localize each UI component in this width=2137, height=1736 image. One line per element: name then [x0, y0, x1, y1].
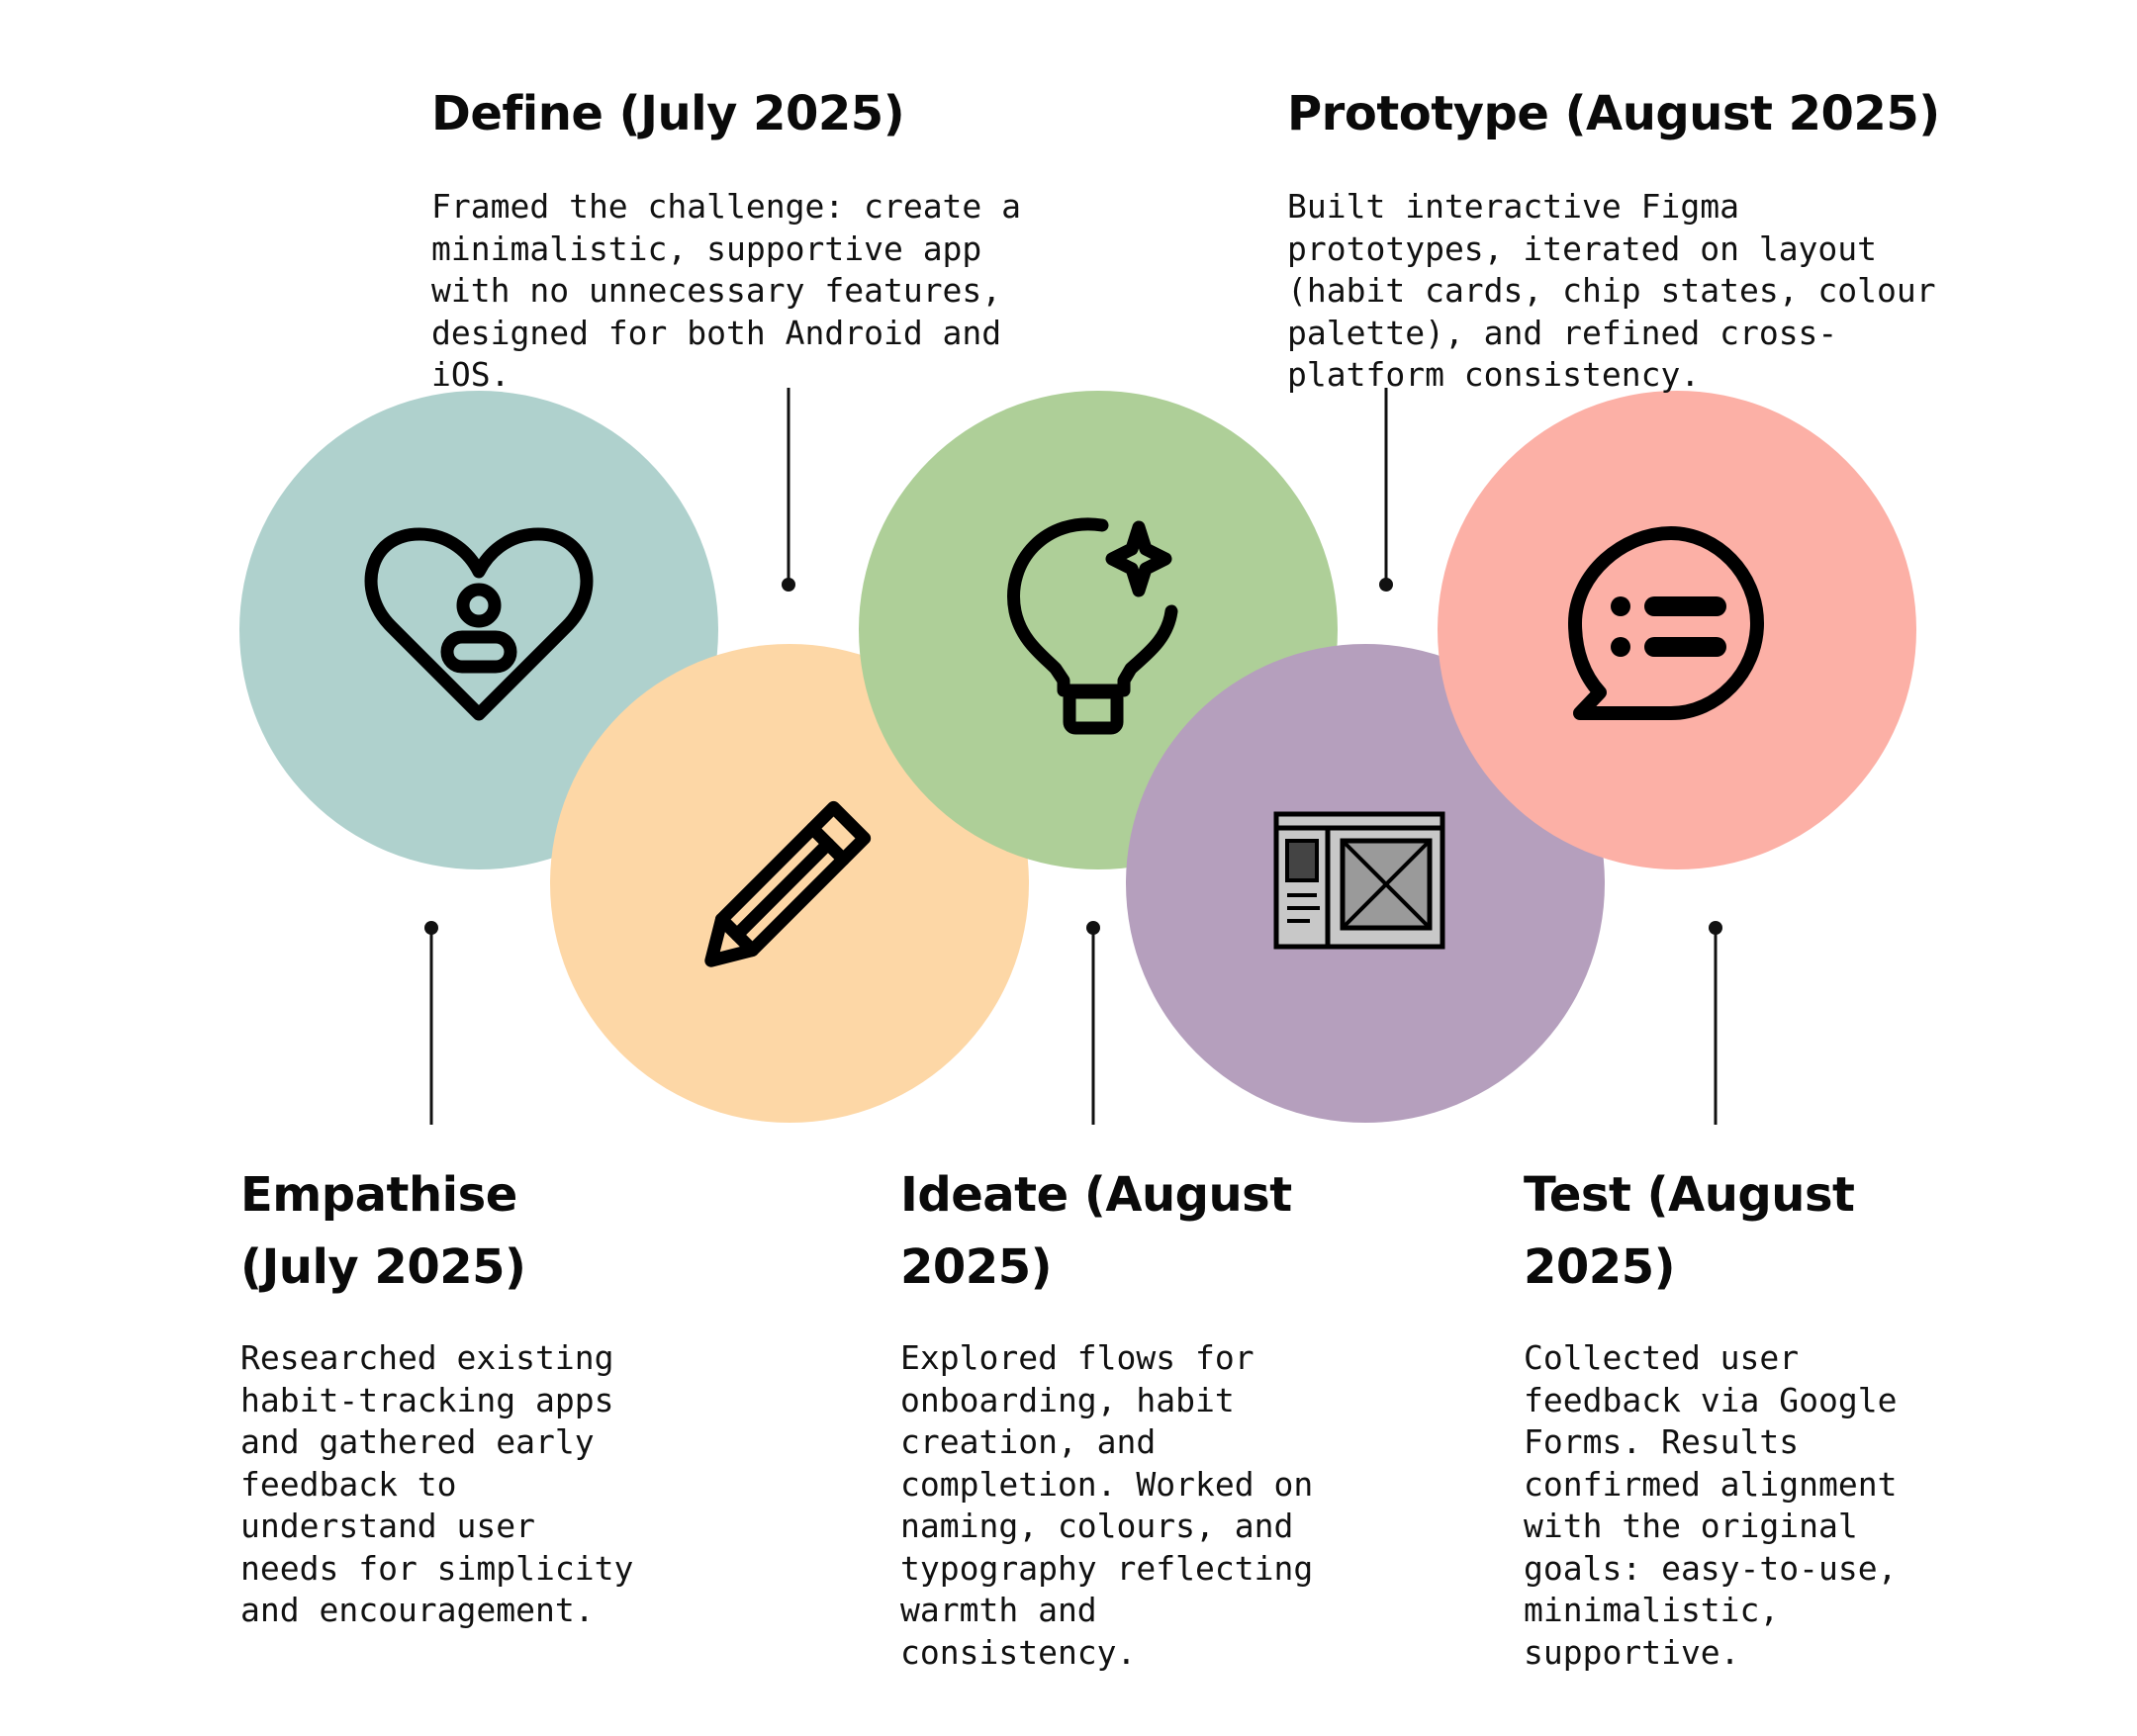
- stage-title-prototype: Prototype (August 2025): [1287, 86, 1940, 141]
- connector-empathise: [424, 921, 438, 1125]
- chat-bubble-icon: [1568, 526, 1764, 720]
- stage-title-empathise: Empathise (July 2025): [240, 1167, 526, 1295]
- pencil-icon: [704, 800, 872, 967]
- connector-prototype: [1379, 388, 1393, 592]
- stage-description-define: Framed the challenge: create a minimalis…: [431, 187, 1022, 394]
- stage-description-prototype: Built interactive Figma prototypes, iter…: [1287, 187, 1936, 394]
- stage-title-test: Test (August 2025): [1524, 1167, 1855, 1295]
- connector-define: [782, 388, 795, 592]
- stage-description-test: Collected user feedback via Google Forms…: [1524, 1338, 1898, 1672]
- lightbulb-icon: [1007, 517, 1178, 735]
- connector-ideate: [1086, 921, 1100, 1125]
- stage-description-empathise: Researched existing habit-tracking apps …: [240, 1338, 634, 1629]
- connector-test: [1709, 921, 1722, 1125]
- stage-title-ideate: Ideate (August 2025): [900, 1167, 1292, 1295]
- stage-title-define: Define (July 2025): [431, 86, 905, 141]
- heart-user-icon: [364, 527, 594, 721]
- stage-circle-test: [1438, 391, 1916, 869]
- stage-description-ideate: Explored flows for onboarding, habit cre…: [900, 1338, 1314, 1672]
- wireframe-icon: [1273, 811, 1445, 950]
